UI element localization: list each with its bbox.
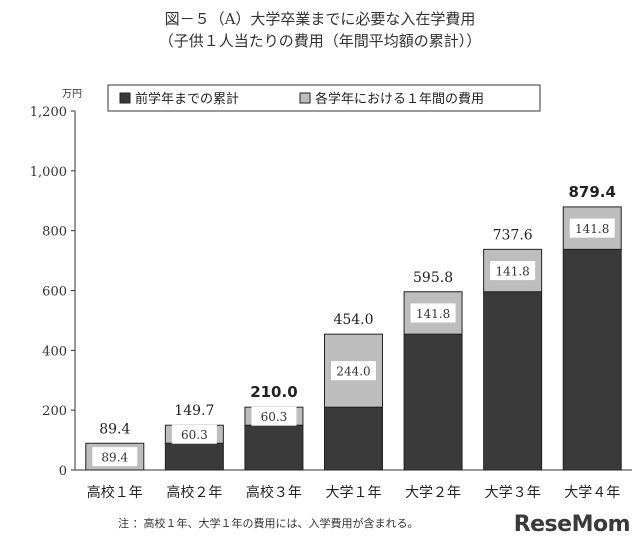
footnote: 注 ：高校１年、大学１年の費用には、入学費用が含まれる。 (118, 517, 419, 530)
legend-swatch-cumulative (119, 92, 131, 104)
resemom-logo: ReseMom (513, 512, 631, 537)
segment-value-label: 89.4 (101, 451, 128, 465)
x-category-label: 大学３年 (485, 485, 541, 501)
legend-label-cumulative: 前学年までの累計 (135, 91, 239, 107)
total-value-label: 149.7 (174, 403, 214, 419)
y-tick-label: 400 (42, 344, 67, 359)
segment-value-label: 60.3 (181, 428, 208, 442)
y-unit-label: 万円 (62, 89, 82, 100)
legend-label-annual: 各学年における１年間の費用 (315, 91, 484, 107)
bar-segment-cumulative (403, 333, 463, 471)
chart-title: 図－５（A）大学卒業までに必要な入在学費用 (164, 10, 476, 28)
chart-subtitle: （子供１人当たりの費用（年間平均額の累計）） (158, 32, 482, 50)
segment-label-box (569, 218, 615, 238)
total-value-label: 89.4 (99, 421, 130, 437)
segment-value-label: 60.3 (261, 410, 288, 424)
y-tick-label: 800 (42, 225, 67, 240)
bar-segment-cumulative (562, 248, 622, 471)
bar-segment-cumulative (164, 442, 224, 471)
segment-label-box (490, 261, 536, 281)
x-category-label: 高校３年 (246, 484, 302, 501)
bar-segment-cumulative (324, 406, 383, 471)
segment-value-label: 141.8 (416, 307, 450, 321)
y-tick-label: 1,000 (30, 165, 67, 180)
segment-label-box (331, 361, 376, 381)
legend-swatch-annual (299, 92, 311, 104)
y-tick-label: 0 (59, 464, 67, 479)
total-value-label: 737.6 (493, 227, 533, 243)
segment-value-label: 141.8 (575, 222, 609, 236)
y-tick-label: 600 (42, 285, 67, 300)
total-value-label: 879.4 (568, 183, 615, 201)
x-category-label: 大学２年 (405, 485, 461, 501)
segment-label-box (251, 406, 297, 426)
x-category-label: 大学４年 (564, 485, 620, 501)
legend-box (107, 84, 541, 112)
x-category-label: 高校２年 (166, 484, 222, 501)
total-value-label: 454.0 (333, 312, 373, 328)
segment-label-box (92, 447, 138, 467)
segment-label-box (171, 424, 217, 444)
x-category-label: 大学１年 (326, 485, 382, 501)
y-tick-label: 200 (42, 404, 67, 419)
segment-value-label: 141.8 (495, 265, 529, 279)
segment-value-label: 244.0 (336, 365, 370, 379)
total-value-label: 595.8 (413, 270, 453, 286)
x-category-label: 高校１年 (87, 484, 143, 501)
bar-segment-cumulative (483, 291, 543, 471)
y-tick-label: 1,200 (30, 105, 67, 120)
total-value-label: 210.0 (250, 383, 297, 401)
bar-segment-cumulative (244, 424, 304, 471)
segment-label-box (410, 303, 456, 323)
